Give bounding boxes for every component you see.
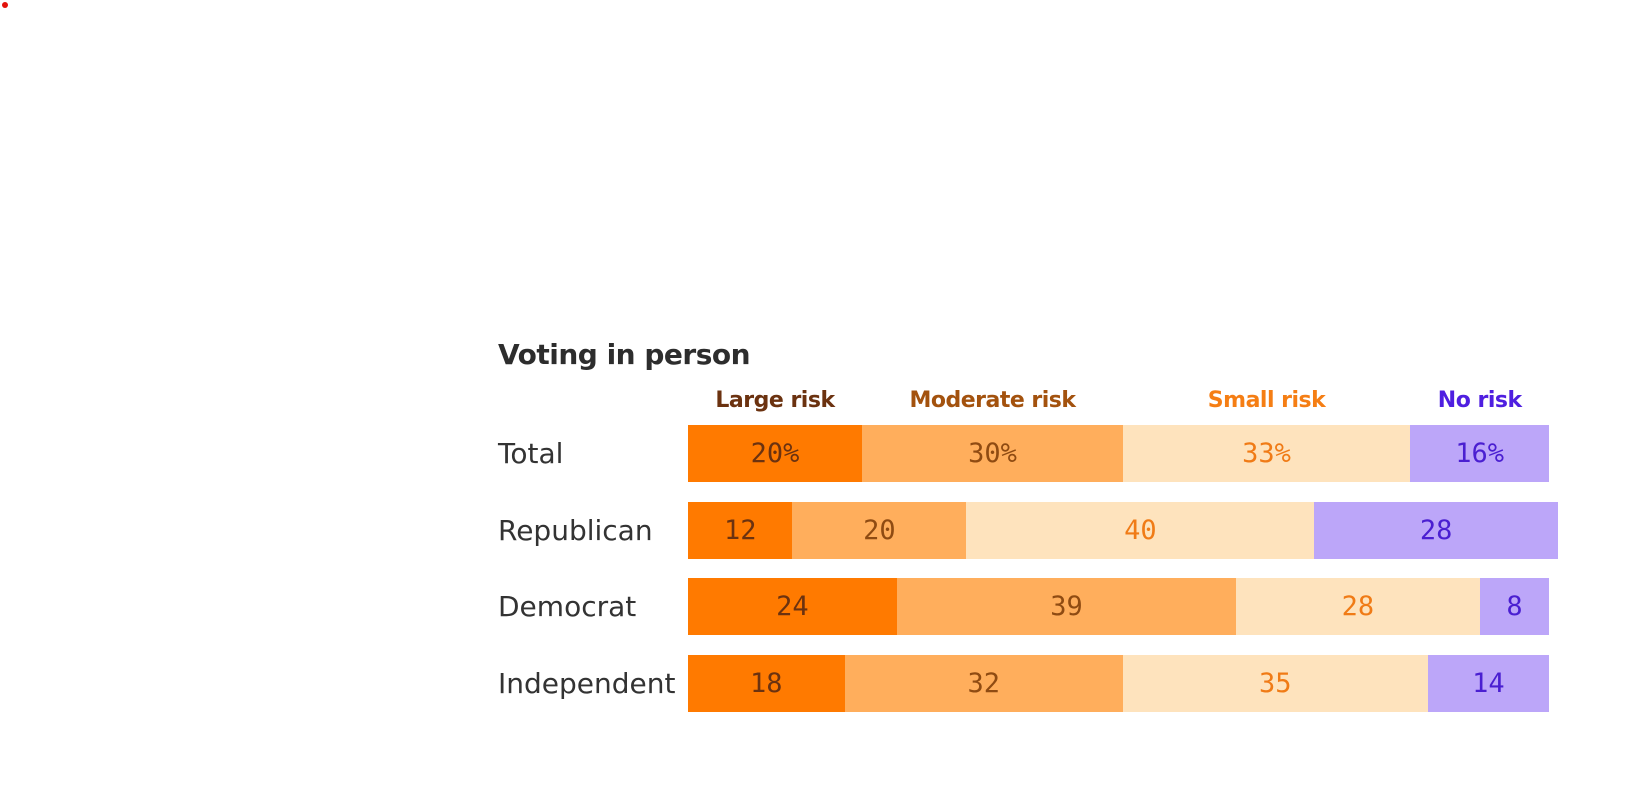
bar-segment-republican-large-risk: 12: [688, 501, 793, 559]
bar-segment-democrat-large-risk: 24: [688, 578, 897, 636]
row-label-republican: Republican: [498, 513, 653, 547]
legend-label-no-risk: No risk: [1437, 388, 1522, 413]
bar-segment-democrat-moderate-risk: 39: [896, 578, 1237, 636]
bar-segment-total-no-risk: 16%: [1410, 425, 1550, 482]
chart-title: Voting in person: [498, 338, 751, 371]
legend-label-small-risk: Small risk: [1207, 388, 1326, 413]
stacked-bar-chart: Voting in person Large risk Moderate risk…: [498, 330, 1578, 750]
row-label-total: Total: [498, 437, 564, 470]
row-label-democrat: Democrat: [498, 590, 637, 624]
legend-label-moderate-risk: Moderate risk: [909, 388, 1076, 413]
bar-segment-republican-small-risk: 40: [966, 501, 1315, 559]
bar-segment-independent-small-risk: 35: [1123, 655, 1428, 713]
bar-segment-total-small-risk: 33%: [1123, 425, 1411, 482]
bar-segment-democrat-no-risk: 8: [1479, 578, 1550, 636]
row-label-independent: Independent: [498, 667, 676, 701]
legend-label-large-risk: Large risk: [715, 388, 835, 413]
bar-segment-republican-no-risk: 28: [1314, 501, 1558, 559]
marker-dot: [2, 2, 8, 8]
bar-segment-republican-moderate-risk: 20: [792, 501, 967, 559]
bar-segment-independent-moderate-risk: 32: [844, 655, 1123, 713]
bar-segment-total-moderate-risk: 30%: [862, 425, 1123, 482]
bar-segment-independent-no-risk: 14: [1427, 655, 1550, 713]
bar-segment-independent-large-risk: 18: [688, 655, 845, 713]
bar-segment-democrat-small-risk: 28: [1236, 578, 1480, 636]
bar-segment-total-large-risk: 20%: [688, 425, 862, 482]
